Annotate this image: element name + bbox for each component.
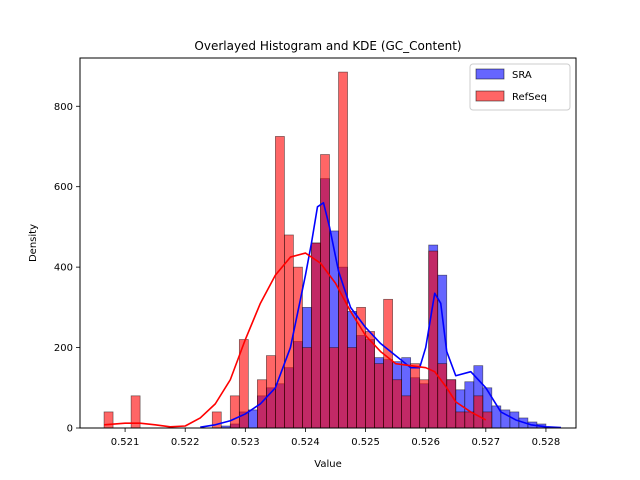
- refseq-bar-28: [464, 411, 475, 429]
- refseq-bar-9: [293, 266, 303, 429]
- refseq-bar-22: [410, 363, 421, 429]
- refseq-bar-3: [229, 395, 240, 429]
- refseq-bar-18: [374, 363, 384, 429]
- y-tick-label-0: 0: [67, 424, 73, 435]
- refseq-bar-0: [103, 411, 114, 429]
- refseq-bar-12: [320, 154, 330, 429]
- y-axis-ticks: 0 200 400 600 800: [54, 102, 80, 435]
- refseq-bar-29: [473, 395, 484, 429]
- refseq-bar-23: [419, 379, 430, 429]
- legend-swatch-sra: [475, 68, 505, 80]
- refseq-histogram: [103, 71, 493, 429]
- y-axis-label: Density: [28, 224, 39, 262]
- refseq-bar-17: [365, 331, 375, 429]
- refseq-bar-19: [383, 298, 393, 429]
- refseq-bar-27: [455, 411, 466, 429]
- x-axis-ticks: 0.521 0.522 0.523 0.524 0.525 0.526 0.527 0.528: [111, 428, 560, 448]
- chart-title: Overlayed Histogram and KDE (GC_Content): [194, 39, 461, 53]
- refseq-bar-13: [329, 347, 339, 429]
- y-tick-label-3: 600: [54, 182, 73, 193]
- sra-kde-line: [200, 201, 562, 429]
- y-tick-label-1: 200: [54, 343, 73, 354]
- x-tick-label-1: 0.522: [171, 437, 200, 448]
- refseq-bar-21: [401, 395, 412, 429]
- refseq-bar-5: [257, 379, 267, 429]
- x-tick-label-7: 0.528: [532, 437, 561, 448]
- refseq-bar-24: [428, 250, 439, 429]
- refseq-bar-11: [311, 242, 321, 429]
- refseq-bar-14: [338, 71, 348, 429]
- legend-swatch-refseq: [475, 90, 505, 102]
- refseq-kde-line: [103, 252, 487, 428]
- x-tick-label-2: 0.523: [231, 437, 260, 448]
- x-tick-label-0: 0.521: [111, 437, 140, 448]
- legend-label-sra: SRA: [512, 70, 532, 81]
- legend: SRA RefSeq: [469, 63, 571, 111]
- refseq-bar-15: [347, 347, 357, 429]
- refseq-bar-25: [437, 363, 448, 429]
- plot-frame: [79, 57, 577, 429]
- x-tick-label-6: 0.527: [471, 437, 500, 448]
- x-axis-label: Value: [314, 459, 341, 470]
- x-tick-label-4: 0.525: [351, 437, 380, 448]
- refseq-bar-26: [446, 379, 457, 429]
- refseq-bar-20: [392, 379, 402, 429]
- sra-bar-3: [247, 409, 258, 429]
- legend-label-refseq: RefSeq: [512, 92, 547, 103]
- x-tick-label-3: 0.524: [291, 437, 320, 448]
- kde-curves: [103, 201, 562, 429]
- y-tick-label-2: 400: [54, 263, 73, 274]
- x-tick-label-5: 0.526: [411, 437, 440, 448]
- refseq-bar-10: [302, 347, 312, 429]
- y-tick-label-4: 800: [54, 102, 73, 113]
